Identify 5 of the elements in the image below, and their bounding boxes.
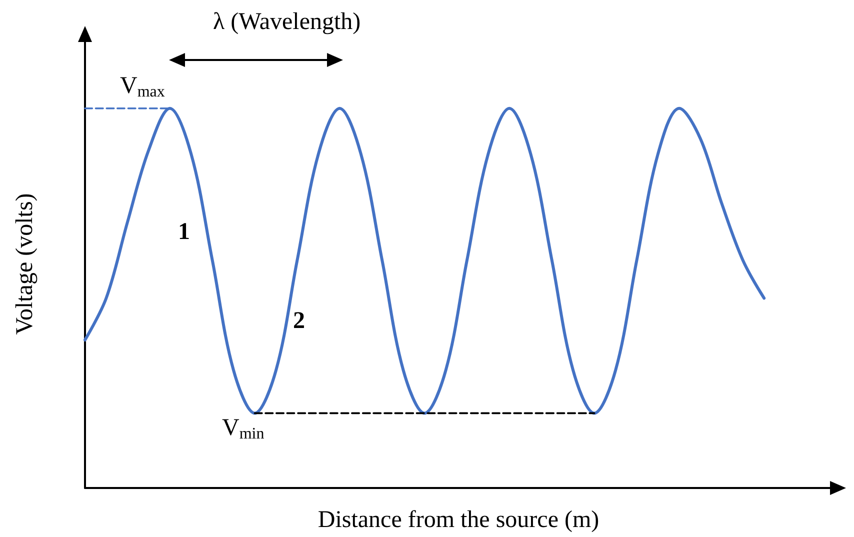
y-axis-title: Voltage (volts): [12, 193, 38, 335]
text: λ (Wavelength): [213, 9, 361, 35]
x-axis-title: Distance from the source (m): [318, 507, 600, 533]
annotation: 2: [293, 308, 305, 334]
annotation: 1: [178, 219, 190, 245]
